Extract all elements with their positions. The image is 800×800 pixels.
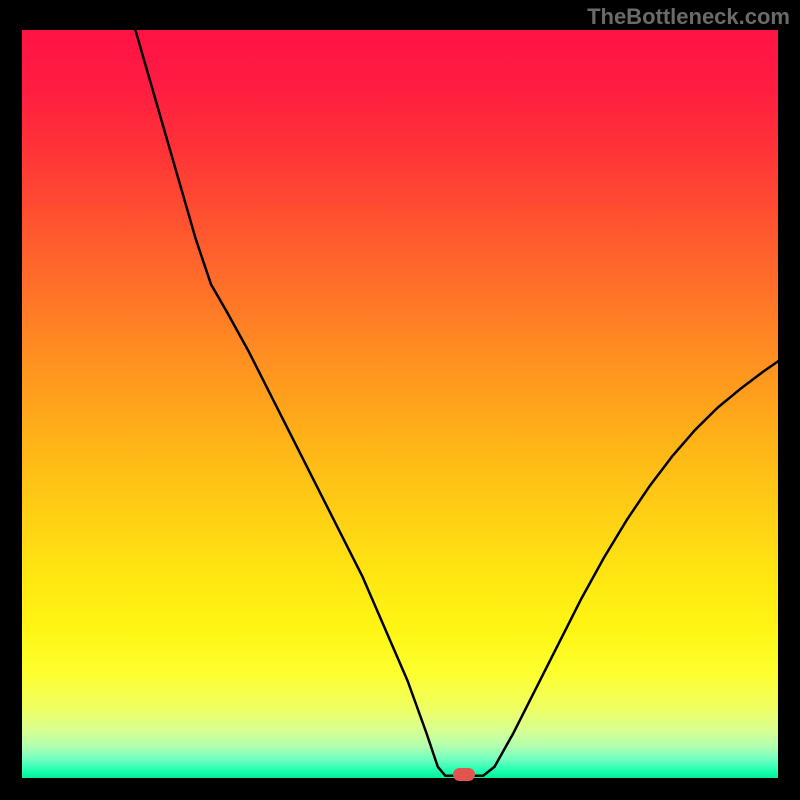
chart-container: TheBottleneck.com [0, 0, 800, 800]
watermark-text: TheBottleneck.com [587, 4, 790, 30]
plot-area [22, 30, 778, 778]
optimal-point-marker [453, 768, 475, 781]
